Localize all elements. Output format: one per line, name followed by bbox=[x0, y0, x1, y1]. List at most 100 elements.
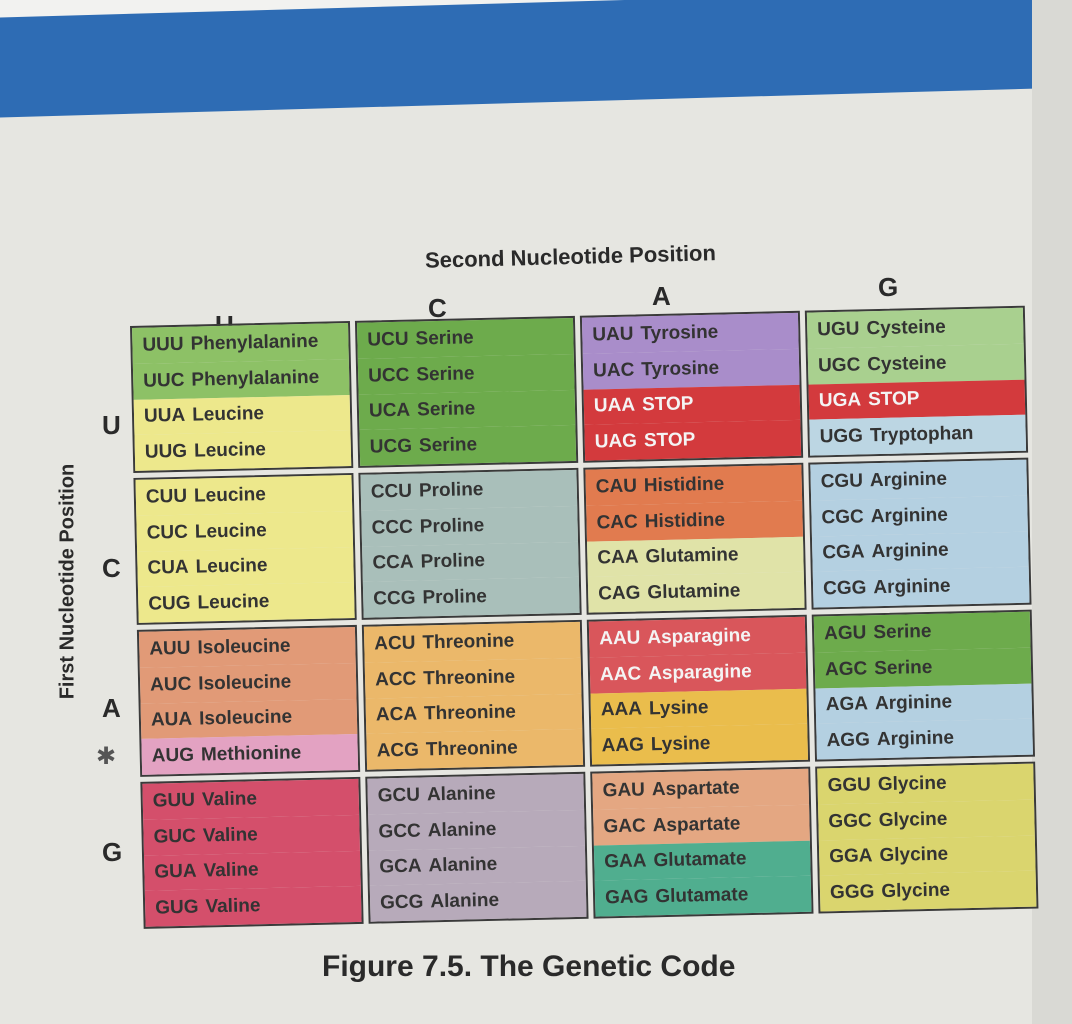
codon-row: GCC Alanine bbox=[368, 809, 585, 851]
codon-label: CGG bbox=[822, 577, 867, 600]
amino-acid-label: Lysine bbox=[650, 733, 711, 756]
codon-row: CGU Arginine bbox=[810, 459, 1028, 501]
codon-block-cc: CCU Proline CCC Proline CCA Proline CCG Proline bbox=[358, 467, 582, 620]
amino-acid-label: Glutamine bbox=[645, 544, 739, 568]
codon-row: CCC Proline bbox=[361, 505, 579, 547]
codon-row: AUC Isoleucine bbox=[139, 662, 357, 704]
amino-acid-label: Arginine bbox=[871, 539, 949, 563]
second-position-title: Second Nucleotide Position bbox=[424, 240, 717, 273]
codon-label: UGC bbox=[817, 354, 861, 377]
codon-label: UGG bbox=[819, 425, 864, 448]
amino-acid-label: Cysteine bbox=[867, 352, 947, 375]
amino-acid-label: Serine bbox=[415, 327, 474, 350]
column-letter-c: C bbox=[428, 293, 447, 323]
row-letter-g: G bbox=[102, 837, 123, 867]
codon-row: ACU Threonine bbox=[363, 621, 581, 663]
handwritten-asterisk: ✱ bbox=[96, 743, 117, 770]
codon-block-cu: CUU Leucine CUC Leucine CUA Leucine CUG Leucine bbox=[133, 472, 357, 625]
codon-row: UUC Phenylalanine bbox=[132, 358, 350, 400]
amino-acid-label: STOP bbox=[867, 388, 920, 411]
amino-acid-label: STOP bbox=[643, 429, 696, 452]
codon-label: CGC bbox=[821, 506, 864, 528]
codon-row: CAG Glutamine bbox=[587, 572, 805, 613]
codon-row: AUA Isoleucine bbox=[140, 698, 358, 740]
amino-acid-label: Methionine bbox=[200, 742, 302, 766]
amino-acid-label: Tyrosine bbox=[640, 321, 719, 345]
codon-row: UGA STOP bbox=[808, 379, 1026, 420]
amino-acid-label: Arginine bbox=[869, 468, 948, 492]
codon-label: AAA bbox=[600, 698, 643, 721]
codon-block-ga: GAU Aspartate GAC Aspartate GAA Glutamate GAG G… bbox=[590, 766, 814, 919]
codon-label: AGU bbox=[823, 622, 867, 645]
amino-acid-label: Phenylalanine bbox=[190, 330, 319, 355]
codon-row: CAA Glutamine bbox=[586, 536, 804, 577]
codon-block-ag: AGU Serine AGC Serine AGA Arginine AGG Arginine bbox=[811, 609, 1036, 762]
codon-row: UGG Tryptophan bbox=[809, 414, 1027, 456]
codon-row: GAG Glutamate bbox=[594, 875, 812, 917]
codon-label: AAU bbox=[598, 627, 641, 650]
codon-row: CGG Arginine bbox=[812, 566, 1030, 608]
codon-block-gc: GCU Alanine GCC Alanine GCA Alanine GCG Alanine bbox=[365, 771, 589, 924]
row-letter-a: A bbox=[102, 693, 121, 723]
amino-acid-label: Histidine bbox=[643, 473, 725, 497]
codon-label: GCG bbox=[379, 891, 424, 914]
codon-label: CUA bbox=[147, 557, 189, 580]
codon-label: AUA bbox=[150, 709, 193, 731]
header-band bbox=[0, 0, 1043, 118]
codon-row: AAU Asparagine bbox=[588, 616, 806, 658]
codon-row: GAU Aspartate bbox=[592, 768, 810, 810]
amino-acid-label: Cysteine bbox=[866, 316, 946, 340]
codon-label: UAA bbox=[593, 394, 636, 417]
codon-row: AGG Arginine bbox=[816, 718, 1033, 760]
codon-label: GAU bbox=[602, 779, 646, 802]
codon-row: UCA Serine bbox=[358, 389, 576, 431]
amino-acid-label: Asparagine bbox=[647, 624, 752, 649]
amino-acid-label: Tryptophan bbox=[869, 423, 974, 447]
codon-row: AAC Asparagine bbox=[589, 652, 807, 694]
amino-acid-label: Isoleucine bbox=[198, 671, 292, 695]
codon-row: GAC Aspartate bbox=[593, 804, 810, 846]
codon-row: CUC Leucine bbox=[136, 510, 354, 552]
amino-acid-label: Glutamate bbox=[653, 848, 747, 872]
amino-acid-label: Serine bbox=[873, 620, 932, 644]
amino-acid-label: Leucine bbox=[197, 591, 270, 614]
figure-caption: Figure 7.5. The Genetic Code bbox=[322, 950, 736, 983]
codon-label: GCU bbox=[377, 784, 421, 807]
codon-label: UCU bbox=[367, 328, 409, 351]
amino-acid-label: Arginine bbox=[873, 575, 951, 599]
codon-label: UCC bbox=[367, 364, 410, 387]
codon-row: UCU Serine bbox=[356, 317, 574, 359]
codon-label: GUG bbox=[154, 896, 199, 919]
amino-acid-label: Glutamine bbox=[647, 580, 741, 604]
codon-label: UUC bbox=[143, 369, 185, 392]
codon-row: GGG Glycine bbox=[819, 870, 1037, 912]
codon-label: GAG bbox=[604, 886, 649, 909]
codon-row: AUU Isoleucine bbox=[138, 626, 356, 668]
codon-label: CAU bbox=[595, 475, 638, 498]
amino-acid-label: Serine bbox=[416, 398, 476, 421]
codon-label: ACG bbox=[376, 739, 420, 762]
amino-acid-label: Valine bbox=[203, 859, 259, 882]
codon-label: CCC bbox=[371, 516, 414, 539]
codon-row: UCG Serine bbox=[359, 425, 577, 466]
codon-label: CAA bbox=[597, 546, 639, 569]
codon-row: GGC Glycine bbox=[818, 799, 1035, 841]
amino-acid-label: Arginine bbox=[870, 504, 949, 527]
amino-acid-label: Serine bbox=[416, 362, 475, 386]
amino-acid-label: Alanine bbox=[428, 854, 498, 877]
column-letter-a: A bbox=[652, 281, 671, 311]
amino-acid-label: Leucine bbox=[194, 519, 267, 543]
amino-acid-label: Serine bbox=[873, 656, 933, 679]
amino-acid-label: Threonine bbox=[423, 701, 517, 725]
codon-label: GCC bbox=[378, 820, 421, 843]
amino-acid-label: Histidine bbox=[644, 509, 726, 532]
codon-row: CGC Arginine bbox=[811, 495, 1028, 537]
codon-row: ACA Threonine bbox=[365, 693, 583, 734]
codon-label: CAC bbox=[596, 511, 638, 534]
codon-label: GAA bbox=[604, 850, 647, 873]
codon-row: GGA Glycine bbox=[818, 835, 1036, 876]
codon-label: AUU bbox=[149, 637, 191, 660]
amino-acid-label: Valine bbox=[205, 895, 261, 918]
amino-acid-label: Alanine bbox=[427, 818, 497, 841]
codon-row: ACC Threonine bbox=[364, 657, 582, 699]
